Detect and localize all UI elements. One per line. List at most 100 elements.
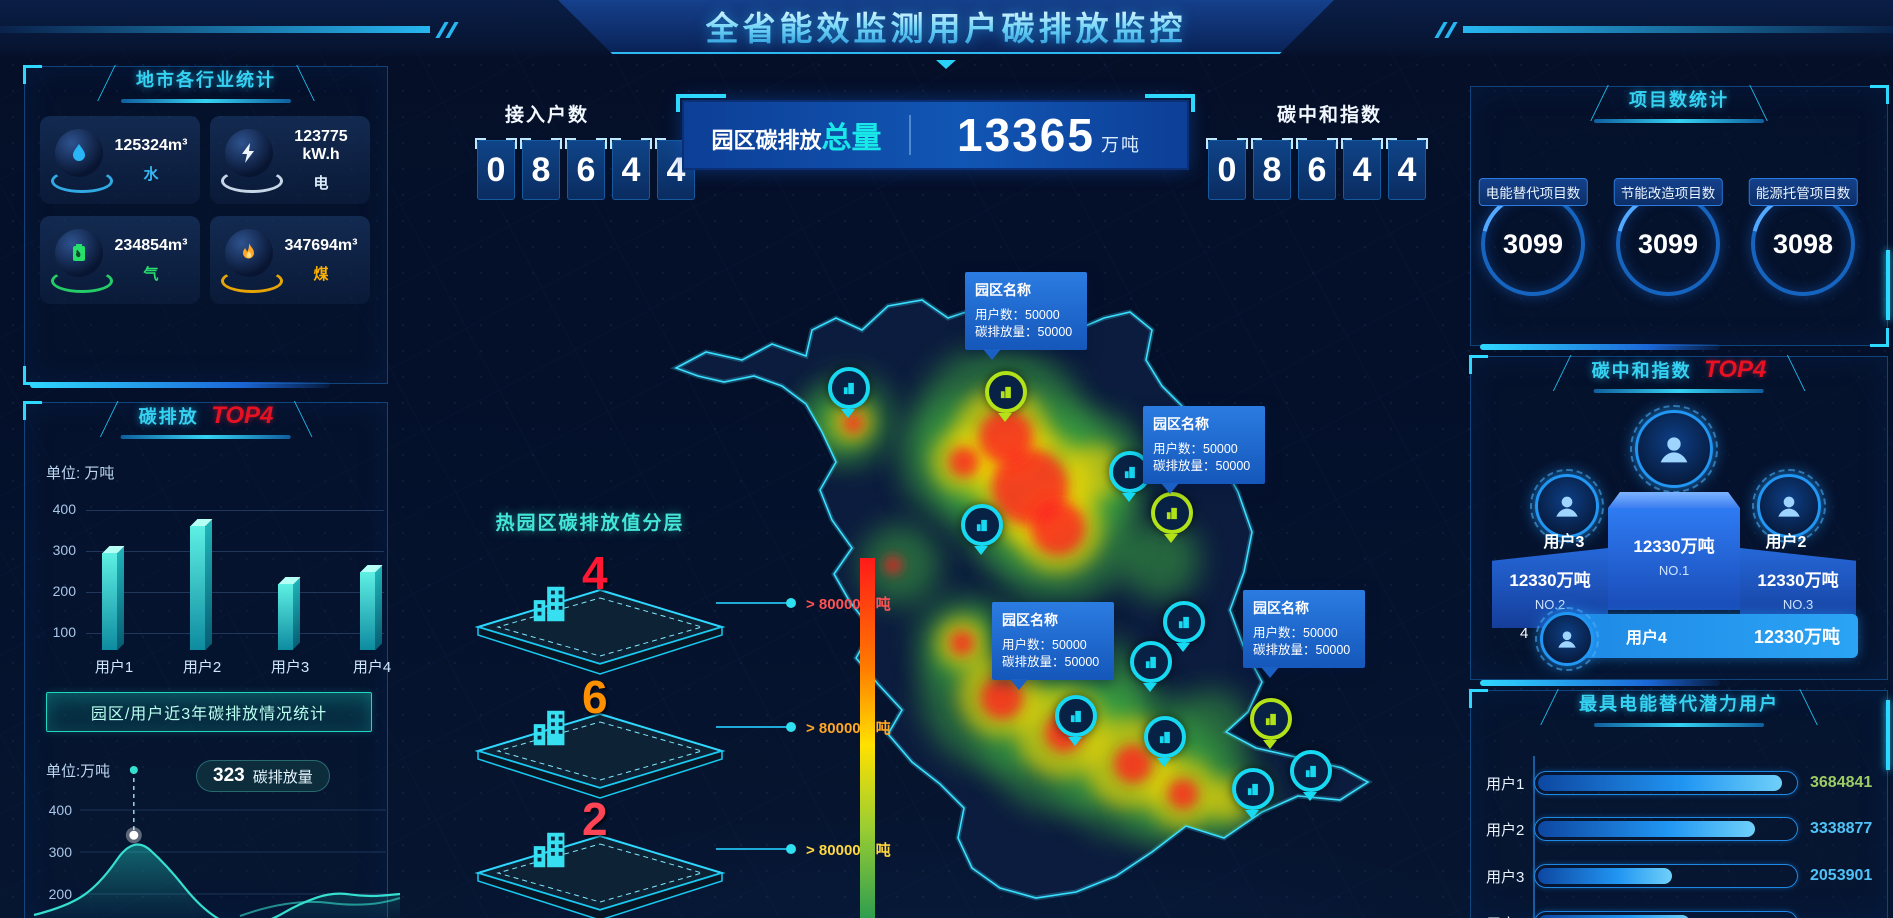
rank2-name: 用户3 [1543,534,1585,551]
park-marker[interactable] [1250,698,1292,749]
stat-label: 水 [143,165,159,183]
corner-accent [23,401,42,420]
stat-text: 123775 kW.h 电 [280,128,362,193]
potential-user-label: 用户2 [1486,821,1525,839]
rank4-index: 4 [1520,625,1529,642]
x-tick-label: 用户1 [94,659,134,676]
project-label: 能源托管项目数 [1748,178,1858,206]
connector-line [716,722,796,732]
layer-count: 6 [582,671,608,723]
project-count: 3099 [1502,228,1564,259]
park-total-box: 园区碳排放总量 13365 万吨 [676,94,1195,170]
park-marker[interactable] [1144,716,1186,767]
divider-glow-bar [1480,344,1720,350]
tooltip-emission: 碳排放量：50000 [1253,643,1351,657]
grid-line [86,551,384,552]
tooltip-emission: 碳排放量：50000 [1153,459,1251,473]
project-label: 节能改造项目数 [1613,178,1723,206]
stat-text: 125324m³ 水 [110,137,192,184]
rank3-avatar [1752,469,1826,543]
icon-glow-ring [221,269,283,293]
potential-user-label: 用户1 [1486,775,1525,793]
park-marker[interactable] [1151,492,1193,543]
tooltip-emission: 碳排放量：50000 [975,325,1073,339]
potential-row: 用户1 3684841 [1486,768,1878,798]
corner-accent [1870,85,1889,104]
tooltip-users: 用户数：50000 [975,308,1060,322]
potential-axis-line [1533,756,1535,918]
edge-accent [1886,250,1890,320]
bar-用户1 [102,546,124,650]
corner-accent [1145,94,1195,112]
potential-bar-fill [1538,821,1756,837]
stat-card-水: 125324m³ 水 [40,116,200,204]
gas-meter-icon [48,225,113,295]
icon-glow-ring [51,269,113,293]
stat-card-气: 234854m³ 气 [40,216,200,304]
park-total-value: 13365 万吨 [911,108,1187,162]
digit-box: 4 [610,138,652,200]
chevron-down-icon [936,60,956,70]
vertical-divider [909,115,911,155]
history-stats-button[interactable]: 园区/用户近3年碳排放情况统计 [46,692,372,732]
x-tick-label: 用户3 [270,659,310,676]
industry-panel-title-text: 地市各行业统计 [136,70,276,90]
connector-line [716,844,796,854]
potential-bar-fill [1538,915,1690,918]
digit-box: 4 [1386,138,1428,200]
stat-text: 347694m³ 煤 [280,237,362,284]
digit-box: 8 [1251,138,1293,200]
park-marker[interactable] [1163,601,1205,652]
digit-box: 6 [565,138,607,200]
park-marker[interactable] [1290,750,1332,801]
park-total-label-highlight: 总量 [821,122,882,155]
access-users-label: 接入户数 [505,105,590,126]
stat-value: 123775 kW.h [294,127,348,163]
corner-accent [1469,689,1488,708]
threshold-label: > 80000万吨 [806,842,891,859]
park-marker[interactable] [1055,695,1097,746]
digit-box: 4 [1341,138,1383,200]
park-marker[interactable] [1130,641,1172,692]
y-tick-label: 300 [52,542,76,558]
park-marker[interactable] [1232,768,1274,819]
podium-first: 12330万吨 NO.1 [1608,508,1740,610]
title-underline [121,99,291,103]
park-marker[interactable] [961,504,1003,555]
project-gauge: 节能改造项目数 3099 [1613,178,1723,296]
stat-card-电: 123775 kW.h 电 [210,116,370,204]
emission-top4-panel: 碳排放 TOP4 [23,399,388,918]
rank1-badge: NO.1 [1658,563,1690,578]
header-plate: 全省能效监测用户碳排放监控 [558,0,1334,54]
neutral-top4-title-cn: 碳中和指数 [1591,361,1692,381]
rank3-name: 用户2 [1765,534,1807,551]
rank4-row[interactable]: 用户4 12330万吨 [1560,614,1858,658]
park-total-label: 园区碳排放总量 [684,113,909,157]
stat-card-煤: 347694m³ 煤 [210,216,370,304]
title-underline [1594,119,1764,123]
icon-glow-ring [221,169,283,193]
heat-layers-title: 热园区碳排放值分层 [495,513,685,534]
rank2-avatar [1530,469,1604,543]
x-tick-label: 用户2 [182,659,222,676]
user-icon [1556,496,1578,517]
park-marker[interactable] [828,367,870,418]
digit-box: 8 [520,138,562,200]
stat-label: 气 [143,265,159,283]
potential-bar-fill [1538,868,1672,884]
rank2-badge: NO.2 [1534,597,1566,612]
corner-accent [1469,355,1488,374]
park-marker[interactable] [985,371,1027,422]
project-count: 3099 [1637,228,1699,259]
potential-value: 3338877 [1810,820,1873,837]
tooltip-value: 323 [213,765,245,786]
tooltip-title: 园区名称 [1153,416,1209,432]
potential-value: 3684841 [1810,774,1873,791]
park-tooltip: 园区名称 用户数：50000 碳排放量：50000 [992,602,1114,690]
project-count: 3098 [1772,228,1834,259]
stat-value: 347694m³ [284,236,358,254]
grid-line [86,633,384,634]
emission-top4-title: 碳排放 TOP4 [99,399,314,439]
